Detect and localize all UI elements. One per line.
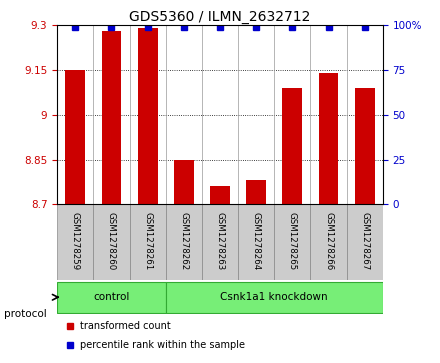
Text: percentile rank within the sample: percentile rank within the sample	[80, 340, 245, 350]
Text: GSM1278264: GSM1278264	[252, 212, 260, 270]
Bar	[129, 204, 166, 280]
Text: GSM1278266: GSM1278266	[324, 212, 333, 270]
Bar	[238, 204, 274, 280]
Text: GSM1278267: GSM1278267	[360, 212, 369, 270]
Bar	[202, 204, 238, 280]
Bar	[174, 160, 194, 204]
Text: GSM1278260: GSM1278260	[107, 212, 116, 270]
Bar	[57, 282, 166, 313]
Text: GSM1278262: GSM1278262	[180, 212, 188, 270]
Bar	[138, 28, 158, 204]
Bar	[282, 88, 302, 204]
Bar	[311, 204, 347, 280]
Text: protocol: protocol	[4, 309, 47, 319]
Bar	[66, 70, 85, 204]
Title: GDS5360 / ILMN_2632712: GDS5360 / ILMN_2632712	[129, 11, 311, 24]
Bar	[102, 31, 121, 204]
Text: GSM1278261: GSM1278261	[143, 212, 152, 270]
Bar	[57, 204, 93, 280]
Text: GSM1278265: GSM1278265	[288, 212, 297, 270]
Text: transformed count: transformed count	[80, 321, 171, 331]
Bar	[93, 204, 129, 280]
Text: GSM1278263: GSM1278263	[216, 212, 224, 270]
Bar	[274, 204, 311, 280]
Bar	[347, 204, 383, 280]
Text: Csnk1a1 knockdown: Csnk1a1 knockdown	[220, 292, 328, 302]
Bar	[210, 187, 230, 204]
Bar	[319, 73, 338, 204]
Text: control: control	[93, 292, 130, 302]
Bar	[166, 204, 202, 280]
Bar	[166, 282, 383, 313]
Bar	[246, 180, 266, 204]
Text: GSM1278259: GSM1278259	[71, 212, 80, 270]
Bar	[355, 88, 375, 204]
